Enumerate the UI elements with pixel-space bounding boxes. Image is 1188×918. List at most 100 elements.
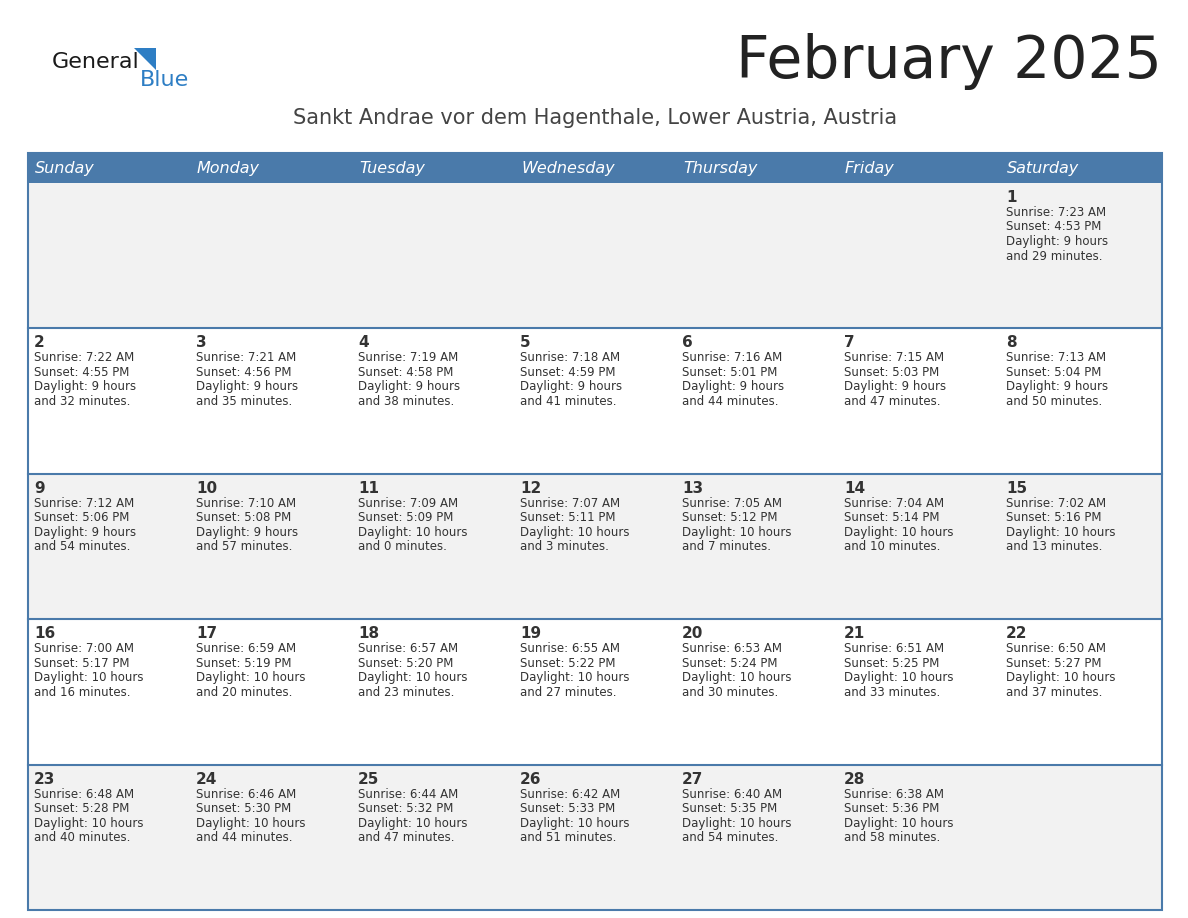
Bar	[352, 620, 514, 765]
Text: Daylight: 10 hours: Daylight: 10 hours	[358, 671, 468, 684]
Text: Sunset: 5:20 PM: Sunset: 5:20 PM	[358, 656, 454, 670]
Text: 12: 12	[520, 481, 542, 496]
Text: Sunrise: 7:21 AM: Sunrise: 7:21 AM	[196, 352, 296, 364]
Bar	[190, 765, 352, 910]
Text: 6: 6	[682, 335, 693, 351]
Text: 14: 14	[843, 481, 865, 496]
Text: Sunrise: 7:12 AM: Sunrise: 7:12 AM	[34, 497, 134, 509]
Text: and 41 minutes.: and 41 minutes.	[520, 395, 617, 408]
Text: 25: 25	[358, 772, 379, 787]
Text: 28: 28	[843, 772, 865, 787]
Text: 3: 3	[196, 335, 207, 351]
Bar	[676, 329, 838, 474]
Text: and 44 minutes.: and 44 minutes.	[196, 831, 292, 844]
Text: and 3 minutes.: and 3 minutes.	[520, 541, 609, 554]
Text: Sunrise: 6:48 AM: Sunrise: 6:48 AM	[34, 788, 134, 800]
Text: Sunset: 5:14 PM: Sunset: 5:14 PM	[843, 511, 940, 524]
Bar	[29, 153, 1162, 910]
Bar	[1000, 474, 1162, 620]
Text: Sunrise: 6:50 AM: Sunrise: 6:50 AM	[1006, 643, 1106, 655]
Text: 27: 27	[682, 772, 703, 787]
Text: Daylight: 10 hours: Daylight: 10 hours	[358, 817, 468, 830]
Text: General: General	[52, 52, 140, 72]
Text: Daylight: 9 hours: Daylight: 9 hours	[682, 380, 784, 394]
Text: Sunrise: 7:02 AM: Sunrise: 7:02 AM	[1006, 497, 1106, 509]
Text: and 57 minutes.: and 57 minutes.	[196, 541, 292, 554]
Text: Sunset: 5:04 PM: Sunset: 5:04 PM	[1006, 366, 1101, 379]
Text: 13: 13	[682, 481, 703, 496]
Text: Sunset: 4:56 PM: Sunset: 4:56 PM	[196, 366, 291, 379]
Text: and 54 minutes.: and 54 minutes.	[34, 541, 131, 554]
Bar	[514, 620, 676, 765]
Bar	[838, 474, 1000, 620]
Bar	[514, 765, 676, 910]
Text: and 30 minutes.: and 30 minutes.	[682, 686, 778, 699]
Bar	[352, 474, 514, 620]
Text: Sankt Andrae vor dem Hagenthale, Lower Austria, Austria: Sankt Andrae vor dem Hagenthale, Lower A…	[293, 108, 897, 128]
Text: Daylight: 10 hours: Daylight: 10 hours	[196, 671, 305, 684]
Text: Daylight: 9 hours: Daylight: 9 hours	[358, 380, 460, 394]
Text: Sunset: 4:53 PM: Sunset: 4:53 PM	[1006, 220, 1101, 233]
Text: Daylight: 10 hours: Daylight: 10 hours	[843, 817, 954, 830]
Text: Friday: Friday	[845, 161, 895, 175]
Text: 16: 16	[34, 626, 56, 641]
Text: 1: 1	[1006, 190, 1017, 205]
Text: and 7 minutes.: and 7 minutes.	[682, 541, 771, 554]
Bar	[29, 620, 190, 765]
Text: Daylight: 10 hours: Daylight: 10 hours	[34, 671, 144, 684]
Text: Sunset: 5:19 PM: Sunset: 5:19 PM	[196, 656, 291, 670]
Text: and 47 minutes.: and 47 minutes.	[843, 395, 941, 408]
Text: Sunrise: 7:16 AM: Sunrise: 7:16 AM	[682, 352, 782, 364]
Text: Sunrise: 6:40 AM: Sunrise: 6:40 AM	[682, 788, 782, 800]
Bar	[676, 765, 838, 910]
Text: Sunset: 5:22 PM: Sunset: 5:22 PM	[520, 656, 615, 670]
Text: and 37 minutes.: and 37 minutes.	[1006, 686, 1102, 699]
Text: Sunset: 5:12 PM: Sunset: 5:12 PM	[682, 511, 777, 524]
Text: 2: 2	[34, 335, 45, 351]
Text: Sunrise: 6:46 AM: Sunrise: 6:46 AM	[196, 788, 296, 800]
Text: and 58 minutes.: and 58 minutes.	[843, 831, 940, 844]
Text: Blue: Blue	[140, 70, 189, 90]
Text: Daylight: 10 hours: Daylight: 10 hours	[1006, 671, 1116, 684]
Text: Sunrise: 7:05 AM: Sunrise: 7:05 AM	[682, 497, 782, 509]
Bar	[1000, 183, 1162, 329]
Text: Sunrise: 7:10 AM: Sunrise: 7:10 AM	[196, 497, 296, 509]
Text: 11: 11	[358, 481, 379, 496]
Text: 7: 7	[843, 335, 854, 351]
Bar	[838, 765, 1000, 910]
Text: Sunset: 5:33 PM: Sunset: 5:33 PM	[520, 802, 615, 815]
Text: Daylight: 9 hours: Daylight: 9 hours	[843, 380, 946, 394]
Text: Sunrise: 7:15 AM: Sunrise: 7:15 AM	[843, 352, 944, 364]
Bar	[514, 183, 676, 329]
Text: Monday: Monday	[197, 161, 260, 175]
Bar	[838, 183, 1000, 329]
Text: Sunrise: 6:59 AM: Sunrise: 6:59 AM	[196, 643, 296, 655]
Text: Sunrise: 7:19 AM: Sunrise: 7:19 AM	[358, 352, 459, 364]
Bar	[29, 183, 190, 329]
Text: Sunset: 5:30 PM: Sunset: 5:30 PM	[196, 802, 291, 815]
Text: Sunset: 5:32 PM: Sunset: 5:32 PM	[358, 802, 454, 815]
Bar	[838, 329, 1000, 474]
Text: Daylight: 10 hours: Daylight: 10 hours	[843, 526, 954, 539]
Text: Daylight: 10 hours: Daylight: 10 hours	[843, 671, 954, 684]
Text: and 10 minutes.: and 10 minutes.	[843, 541, 941, 554]
Text: and 23 minutes.: and 23 minutes.	[358, 686, 454, 699]
Text: Sunset: 5:27 PM: Sunset: 5:27 PM	[1006, 656, 1101, 670]
Text: Daylight: 10 hours: Daylight: 10 hours	[520, 526, 630, 539]
Bar	[29, 153, 190, 183]
Text: and 54 minutes.: and 54 minutes.	[682, 831, 778, 844]
Text: and 32 minutes.: and 32 minutes.	[34, 395, 131, 408]
Text: Daylight: 10 hours: Daylight: 10 hours	[358, 526, 468, 539]
Text: Sunset: 5:28 PM: Sunset: 5:28 PM	[34, 802, 129, 815]
Text: Sunset: 4:55 PM: Sunset: 4:55 PM	[34, 366, 129, 379]
Text: Sunrise: 7:00 AM: Sunrise: 7:00 AM	[34, 643, 134, 655]
Text: 4: 4	[358, 335, 368, 351]
Text: 18: 18	[358, 626, 379, 641]
Text: 15: 15	[1006, 481, 1028, 496]
Bar	[190, 620, 352, 765]
Text: Daylight: 9 hours: Daylight: 9 hours	[196, 380, 298, 394]
Polygon shape	[134, 48, 156, 70]
Text: 8: 8	[1006, 335, 1017, 351]
Text: 17: 17	[196, 626, 217, 641]
Bar	[1000, 153, 1162, 183]
